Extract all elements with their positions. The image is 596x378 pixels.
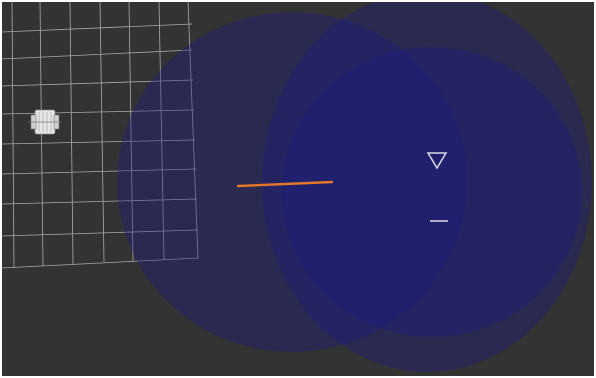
triangle-marker-icon[interactable] [426,152,448,170]
coverage-zones [117,2,592,372]
coverage-zone-3 [282,47,582,337]
coverage-zone-2 [262,2,592,372]
path-line [236,180,334,188]
robot-icon[interactable] [28,109,62,135]
coverage-zone-1 [117,12,467,352]
